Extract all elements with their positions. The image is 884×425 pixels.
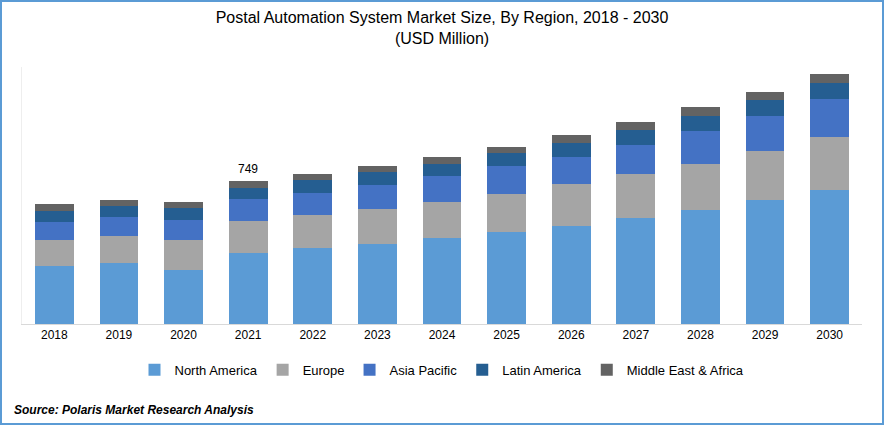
svg-text:2025: 2025	[493, 328, 520, 342]
svg-text:2027: 2027	[622, 328, 649, 342]
svg-text:Source: Polaris Market Researc: Source: Polaris Market Research Analysis	[14, 403, 254, 417]
svg-text:Middle East & Africa: Middle East & Africa	[627, 363, 744, 378]
svg-text:2029: 2029	[752, 328, 779, 342]
svg-text:2024: 2024	[429, 328, 456, 342]
svg-text:749: 749	[238, 162, 258, 176]
svg-text:North America: North America	[175, 363, 258, 378]
svg-text:2020: 2020	[170, 328, 197, 342]
svg-text:2028: 2028	[687, 328, 714, 342]
svg-text:2021: 2021	[235, 328, 262, 342]
svg-text:2026: 2026	[558, 328, 585, 342]
svg-text:Asia Pacific: Asia Pacific	[390, 363, 458, 378]
svg-text:2022: 2022	[299, 328, 326, 342]
svg-text:2030: 2030	[816, 328, 843, 342]
svg-text:Postal Automation System Marke: Postal Automation System Market Size, By…	[216, 9, 669, 47]
svg-text:2023: 2023	[364, 328, 391, 342]
svg-text:Europe: Europe	[303, 363, 345, 378]
svg-text:2018: 2018	[41, 328, 68, 342]
svg-text:2019: 2019	[106, 328, 133, 342]
svg-text:Latin America: Latin America	[502, 363, 582, 378]
